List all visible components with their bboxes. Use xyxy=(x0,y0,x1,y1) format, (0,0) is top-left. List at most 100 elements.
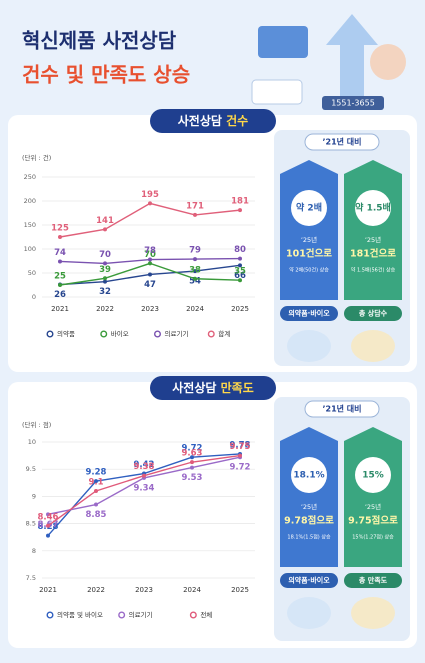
y-tick-label: 10 xyxy=(28,438,36,446)
data-label: 9.42 xyxy=(134,460,155,470)
y-tick-label: 100 xyxy=(24,245,36,253)
highlight-value: 101건으로 xyxy=(286,248,332,260)
x-tick-label: 2021 xyxy=(39,586,57,594)
box-label: 총 만족도 xyxy=(359,576,388,585)
panel-heading: ’21년 대비 xyxy=(322,404,361,414)
label-pill xyxy=(344,573,402,588)
data-label: 25 xyxy=(54,272,66,282)
x-tick-label: 2025 xyxy=(231,305,249,313)
data-label: 70 xyxy=(99,250,111,260)
data-point xyxy=(193,257,197,262)
data-point xyxy=(142,473,146,478)
data-point xyxy=(193,212,197,217)
legend-marker xyxy=(118,611,126,619)
data-label: 39 xyxy=(99,265,111,275)
multiplier: 약 2배 xyxy=(296,202,322,214)
kit-decoration xyxy=(251,79,303,105)
data-point xyxy=(148,272,152,277)
data-label: 9.63 xyxy=(182,449,203,459)
legend-marker xyxy=(100,330,108,338)
data-point xyxy=(103,279,107,284)
x-tick-label: 2024 xyxy=(186,305,204,313)
data-label: 74 xyxy=(54,248,66,258)
data-point xyxy=(46,512,50,517)
data-label: 195 xyxy=(141,190,159,200)
legend-label: 전체 xyxy=(200,610,212,619)
box-label: 의약품·바이오 xyxy=(288,309,330,318)
data-label: 80 xyxy=(234,245,246,255)
data-label: 8.85 xyxy=(86,510,107,520)
data-label: 9.78 xyxy=(230,440,251,450)
title-banner xyxy=(150,109,276,133)
data-label: 9.34 xyxy=(134,483,155,493)
data-point xyxy=(190,455,194,460)
monitor-decoration xyxy=(258,26,308,58)
y-tick-label: 8 xyxy=(32,547,36,555)
data-point xyxy=(46,523,50,528)
panel-heading: ’21년 대비 xyxy=(322,137,361,147)
data-label: 35 xyxy=(234,267,246,277)
unit-label: (단위 : 점) xyxy=(22,420,51,429)
data-point xyxy=(103,227,107,232)
legend-label: 의약품 xyxy=(57,329,75,338)
highlight-value: 9.78점으로 xyxy=(284,515,334,527)
content: 사전상담 건수 (단위 : 건) 0 50 100 150 200 250 2021 2022 20… xyxy=(8,109,417,648)
x-tick-label: 2025 xyxy=(231,586,249,594)
y-tick-label: 0 xyxy=(32,293,36,301)
multiplier-circle xyxy=(291,190,327,226)
legend-marker xyxy=(46,330,54,338)
data-point xyxy=(238,256,242,261)
data-label: 9.1 xyxy=(88,477,103,487)
label-pill xyxy=(344,306,402,321)
label-pill xyxy=(280,306,338,321)
data-point xyxy=(94,479,98,484)
data-point xyxy=(103,261,107,266)
multiplier: 15% xyxy=(362,471,384,481)
change: 약 2배(50건) 상승 xyxy=(289,267,329,274)
data-point xyxy=(94,488,98,493)
data-point xyxy=(148,261,152,266)
data-label: 9.28 xyxy=(86,468,107,478)
legend-marker xyxy=(207,330,215,338)
x-tick-label: 2021 xyxy=(51,305,69,313)
data-point xyxy=(58,235,62,239)
y-tick-label: 8.5 xyxy=(26,520,36,528)
arrow-box xyxy=(344,160,402,300)
data-label: 9.53 xyxy=(182,473,203,483)
legend-label: 의료기기 xyxy=(129,610,153,619)
change: 15%(1.27점) 상승 xyxy=(352,534,394,541)
chart-title: 사전상담 건수 xyxy=(178,113,248,128)
data-point xyxy=(148,201,152,206)
arrow-box xyxy=(280,160,338,300)
data-label: 9.72 xyxy=(182,444,203,454)
legend-label: 바이오 xyxy=(111,329,129,338)
title-line2: 건수 및 만족도 상승 xyxy=(22,63,190,87)
highlight-value: 9.75점으로 xyxy=(348,515,398,527)
y-tick-label: 150 xyxy=(24,221,36,229)
legend-label: 의약품 및 바이오 xyxy=(57,610,103,619)
legend-label: 합계 xyxy=(218,329,230,338)
multiplier: 18.1% xyxy=(293,471,324,481)
y-tick-label: 7.5 xyxy=(26,574,36,582)
data-point xyxy=(193,269,197,274)
multiplier-circle xyxy=(355,190,391,226)
data-label: 47 xyxy=(144,280,156,290)
unit-label: (단위 : 건) xyxy=(22,153,51,162)
data-point xyxy=(148,257,152,262)
y-tick-label: 200 xyxy=(24,197,36,205)
multiplier: 약 1.5배 xyxy=(355,202,391,214)
x-tick-label: 2023 xyxy=(141,305,159,313)
illustration xyxy=(351,597,395,629)
data-point xyxy=(238,208,242,213)
y-tick-label: 9.5 xyxy=(26,465,36,473)
data-label: 32 xyxy=(99,287,111,297)
chart-title: 사전상담 만족도 xyxy=(172,380,253,395)
data-label: 8.46 xyxy=(38,512,59,522)
data-point xyxy=(46,533,50,538)
heading-pill xyxy=(304,400,380,418)
data-point xyxy=(190,465,194,470)
data-label: 79 xyxy=(189,246,201,256)
year: ’25년 xyxy=(365,235,381,244)
multiplier-circle xyxy=(355,457,391,493)
x-tick-label: 2022 xyxy=(96,305,114,313)
